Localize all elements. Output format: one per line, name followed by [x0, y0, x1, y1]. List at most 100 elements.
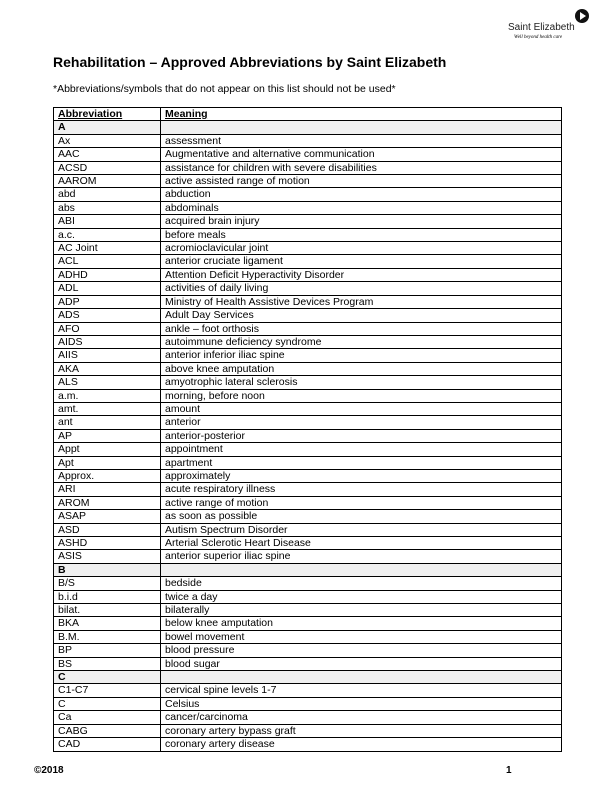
- abbreviation-cell: C: [53, 696, 161, 712]
- abbreviation-cell: CAD: [53, 737, 161, 752]
- table-row: AAROM active assisted range of motion: [53, 174, 562, 189]
- table-row: abs abdominals: [53, 200, 562, 216]
- table-row: AFO ankle – foot orthosis: [53, 321, 562, 336]
- abbreviation-cell: ADL: [53, 281, 161, 296]
- meaning-cell: blood sugar: [160, 656, 562, 672]
- abbreviation-cell: ASD: [53, 522, 161, 538]
- meaning-cell: Attention Deficit Hyperactivity Disorder: [160, 267, 562, 283]
- header-meaning: Meaning: [160, 106, 562, 122]
- section-row: B: [53, 562, 562, 578]
- abbreviation-cell: B.M.: [53, 629, 161, 645]
- section-blank: [160, 120, 562, 135]
- table-row: ACSD assistance for children with severe …: [53, 160, 562, 176]
- table-row: CAD coronary artery disease: [53, 737, 562, 752]
- abbreviation-cell: AROM: [53, 495, 161, 511]
- section-letter: B: [53, 562, 161, 578]
- abbreviation-cell: bilat.: [53, 603, 161, 618]
- meaning-cell: Autism Spectrum Disorder: [160, 522, 562, 538]
- meaning-cell: active range of motion: [160, 495, 562, 511]
- abbreviation-cell: AAROM: [53, 174, 161, 189]
- abbreviation-cell: ALS: [53, 375, 161, 390]
- copyright: ©2018: [34, 765, 64, 776]
- meaning-cell: Augmentative and alternative communicati…: [160, 147, 562, 162]
- table-row: AIDS autoimmune deficiency syndrome: [53, 334, 562, 350]
- table-row: AROM active range of motion: [53, 495, 562, 511]
- section-blank: [160, 670, 562, 685]
- meaning-cell: appointment: [160, 442, 562, 457]
- table-row: C1-C7 cervical spine levels 1-7: [53, 683, 562, 698]
- meaning-cell: acromioclavicular joint: [160, 241, 562, 256]
- meaning-cell: anterior cruciate ligament: [160, 254, 562, 269]
- meaning-cell: bilaterally: [160, 603, 562, 618]
- table-row: a.m. morning, before noon: [53, 388, 562, 403]
- table-row: Appt appointment: [53, 442, 562, 457]
- table-row: ant anterior: [53, 415, 562, 430]
- table-row: CABG coronary artery bypass graft: [53, 723, 562, 739]
- meaning-cell: activities of daily living: [160, 281, 562, 296]
- table-row: AIIS anterior inferior iliac spine: [53, 348, 562, 363]
- abbreviation-cell: Approx.: [53, 468, 161, 484]
- abbreviation-cell: ADP: [53, 294, 161, 310]
- meaning-cell: Adult Day Services: [160, 308, 562, 323]
- table-row: ASD Autism Spectrum Disorder: [53, 522, 562, 538]
- abbreviation-cell: AIDS: [53, 334, 161, 350]
- table-row: AP anterior-posterior: [53, 428, 562, 444]
- meaning-cell: cervical spine levels 1-7: [160, 683, 562, 698]
- abbreviation-cell: ASHD: [53, 535, 161, 551]
- abbreviation-cell: B/S: [53, 576, 161, 591]
- table-header-row: Abbreviation Meaning: [53, 106, 562, 122]
- abbreviation-cell: Ca: [53, 710, 161, 725]
- abbreviation-cell: a.c.: [53, 227, 161, 243]
- meaning-cell: cancer/carcinoma: [160, 710, 562, 725]
- meaning-cell: amyotrophic lateral sclerosis: [160, 375, 562, 390]
- abbreviation-cell: a.m.: [53, 388, 161, 403]
- abbreviation-cell: Appt: [53, 442, 161, 457]
- table-row: a.c. before meals: [53, 227, 562, 243]
- table-row: ALS amyotrophic lateral sclerosis: [53, 375, 562, 390]
- meaning-cell: ankle – foot orthosis: [160, 321, 562, 336]
- abbreviation-cell: ADS: [53, 308, 161, 323]
- table-row: B/S bedside: [53, 576, 562, 591]
- abbreviation-cell: Ax: [53, 133, 161, 149]
- header-abbreviation: Abbreviation: [53, 106, 161, 122]
- saint-elizabeth-logo: Saint Elizabeth Well beyond health care: [508, 8, 608, 44]
- table-row: ABI acquired brain injury: [53, 214, 562, 229]
- meaning-cell: apartment: [160, 455, 562, 470]
- table-row: Ca cancer/carcinoma: [53, 710, 562, 725]
- meaning-cell: coronary artery bypass graft: [160, 723, 562, 739]
- section-letter: A: [53, 120, 161, 135]
- table-row: ASHD Arterial Sclerotic Heart Disease: [53, 535, 562, 551]
- table-row: BS blood sugar: [53, 656, 562, 672]
- meaning-cell: anterior superior iliac spine: [160, 549, 562, 564]
- table-row: ACL anterior cruciate ligament: [53, 254, 562, 269]
- abbreviation-cell: Apt: [53, 455, 161, 470]
- meaning-cell: anterior-posterior: [160, 428, 562, 444]
- abbreviation-cell: ASIS: [53, 549, 161, 564]
- meaning-cell: Ministry of Health Assistive Devices Pro…: [160, 294, 562, 310]
- abbreviation-cell: CABG: [53, 723, 161, 739]
- logo-tagline: Well beyond health care: [514, 35, 563, 40]
- table-row: ASAP as soon as possible: [53, 509, 562, 524]
- abbreviation-cell: C1-C7: [53, 683, 161, 698]
- meaning-cell: morning, before noon: [160, 388, 562, 403]
- meaning-cell: anterior: [160, 415, 562, 430]
- table-row: abd abduction: [53, 187, 562, 202]
- meaning-cell: Arterial Sclerotic Heart Disease: [160, 535, 562, 551]
- table-row: AAC Augmentative and alternative communic…: [53, 147, 562, 162]
- table-row: ADHD Attention Deficit Hyperactivity Diso…: [53, 267, 562, 283]
- meaning-cell: as soon as possible: [160, 509, 562, 524]
- table-row: AC Joint acromioclavicular joint: [53, 241, 562, 256]
- meaning-cell: anterior inferior iliac spine: [160, 348, 562, 363]
- meaning-cell: coronary artery disease: [160, 737, 562, 752]
- abbreviation-cell: AKA: [53, 361, 161, 377]
- table-row: Apt apartment: [53, 455, 562, 470]
- logo-name: Saint Elizabeth: [508, 22, 575, 33]
- abbreviations-table: Abbreviation Meaning A Ax assessment AAC Aug…: [53, 106, 562, 752]
- meaning-cell: below knee amputation: [160, 616, 562, 631]
- meaning-cell: approximately: [160, 468, 562, 484]
- abbreviation-cell: abd: [53, 187, 161, 202]
- meaning-cell: assistance for children with severe disa…: [160, 160, 562, 176]
- meaning-cell: active assisted range of motion: [160, 174, 562, 189]
- table-row: Ax assessment: [53, 133, 562, 149]
- section-row: A: [53, 120, 562, 135]
